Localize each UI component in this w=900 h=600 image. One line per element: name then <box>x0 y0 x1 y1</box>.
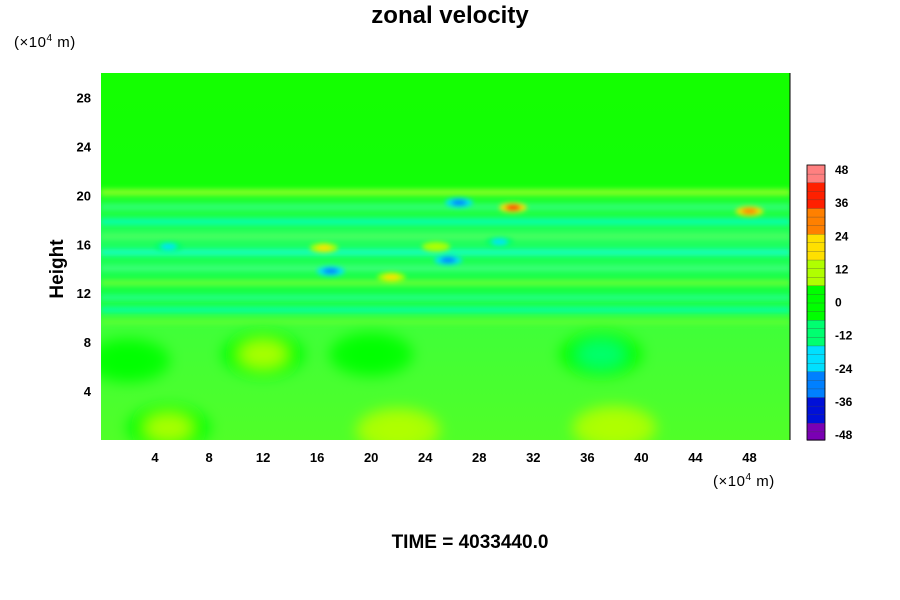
colorbar-swatch <box>806 388 826 398</box>
colorbar-swatch <box>806 396 826 407</box>
band-2 <box>101 218 790 226</box>
colorbar-tick-label: 36 <box>835 196 849 210</box>
colorbar-tick-label: 12 <box>835 262 849 276</box>
colorbar: 48 36 24 12 0 -12 -24 -36 -48 <box>806 163 853 442</box>
colorbar-swatch <box>806 414 826 424</box>
x-tick-label: 16 <box>310 450 324 465</box>
feature-3 <box>316 266 345 277</box>
x-tick-label: 20 <box>364 450 378 465</box>
feature-15 <box>558 332 643 377</box>
chart-title: zonal velocity <box>371 2 529 29</box>
band-1 <box>101 203 790 211</box>
colorbar-swatch <box>806 345 826 355</box>
colorbar-swatch <box>806 242 826 252</box>
band-6 <box>101 279 790 287</box>
band-4 <box>101 248 790 256</box>
feature-11 <box>572 405 657 440</box>
band-5 <box>101 264 790 272</box>
y-tick-label: 20 <box>77 188 91 203</box>
feature-14 <box>329 332 414 377</box>
x-tick-label: 48 <box>742 450 756 465</box>
velocity-features <box>101 197 764 440</box>
x-tick-label: 24 <box>418 450 433 465</box>
feature-13 <box>126 405 211 440</box>
x-tick-label: 44 <box>688 450 703 465</box>
colorbar-swatch <box>806 164 826 175</box>
colorbar-swatch <box>806 173 826 183</box>
x-tick-label: 36 <box>580 450 594 465</box>
y-tick-label: 16 <box>77 237 91 252</box>
colorbar-swatch <box>806 276 826 286</box>
colorbar-swatch <box>806 379 826 390</box>
colorbar-swatch <box>806 225 826 235</box>
colorbar-swatch <box>806 362 826 372</box>
colorbar-swatch <box>806 302 826 312</box>
feature-9 <box>422 241 451 252</box>
colorbar-swatch <box>806 190 826 201</box>
feature-10 <box>221 332 306 377</box>
colorbar-swatch <box>806 250 826 261</box>
colorbar-swatch <box>806 405 826 415</box>
x-axis-unit: (×104 m) <box>713 472 775 490</box>
colorbar-swatch <box>806 310 826 321</box>
x-tick-label: 4 <box>151 450 159 465</box>
band-9 <box>101 318 790 326</box>
feature-5 <box>434 255 463 266</box>
colorbar-swatch <box>806 285 826 295</box>
feature-7 <box>485 236 514 247</box>
y-tick-label: 12 <box>77 286 91 301</box>
x-tick-label: 8 <box>205 450 212 465</box>
colorbar-swatch <box>806 267 826 278</box>
colorbar-tick-label: -12 <box>835 329 853 343</box>
colorbar-swatch <box>806 353 826 364</box>
feature-8 <box>377 272 406 283</box>
colorbar-frame <box>806 164 826 441</box>
band-7 <box>101 294 790 302</box>
feature-1 <box>735 206 764 217</box>
x-tick-label: 40 <box>634 450 648 465</box>
band-3 <box>101 232 790 240</box>
colorbar-swatch <box>806 233 826 243</box>
colorbar-swatch <box>806 216 826 226</box>
turbulent-bands <box>101 188 790 326</box>
plot-area <box>101 73 790 440</box>
colorbar-swatch <box>806 422 826 433</box>
y-tick-label: 4 <box>84 384 92 399</box>
colorbar-tick-label: 0 <box>835 296 842 310</box>
feature-2 <box>309 242 338 253</box>
feature-16 <box>101 338 171 383</box>
band-8 <box>101 306 790 314</box>
y-tick-label: 24 <box>77 139 92 154</box>
x-tick-label: 12 <box>256 450 270 465</box>
colorbar-tick-label: 48 <box>835 163 849 177</box>
colorbar-tick-label: -48 <box>835 428 853 442</box>
colorbar-swatch <box>806 207 826 218</box>
y-axis-unit: (×104 m) <box>14 33 76 51</box>
feature-12 <box>356 408 441 440</box>
x-tick-label: 28 <box>472 450 486 465</box>
colorbar-tick-label: -36 <box>835 395 853 409</box>
x-axis: 4 8 12 16 20 24 28 32 36 40 44 48 <box>151 450 756 465</box>
y-tick-label: 8 <box>84 335 91 350</box>
colorbar-swatch <box>806 336 826 347</box>
colorbar-swatch <box>806 182 826 192</box>
x-tick-label: 32 <box>526 450 540 465</box>
colorbar-swatch <box>806 293 826 304</box>
colorbar-swatch <box>806 199 826 209</box>
colorbar-swatch <box>806 259 826 269</box>
band-0 <box>101 188 790 196</box>
y-tick-label: 28 <box>77 90 91 105</box>
colorbar-swatch <box>806 328 826 338</box>
colorbar-swatch <box>806 431 826 441</box>
colorbar-tick-label: 24 <box>835 229 849 243</box>
colorbar-swatch <box>806 371 826 381</box>
feature-0 <box>499 202 528 213</box>
feature-6 <box>445 197 474 208</box>
colorbar-tick-label: -24 <box>835 362 853 376</box>
colorbar-swatch <box>806 319 826 329</box>
y-axis: 4 8 12 16 20 24 28 <box>77 90 92 399</box>
feature-4 <box>154 241 183 252</box>
time-label: TIME = 4033440.0 <box>391 532 549 553</box>
